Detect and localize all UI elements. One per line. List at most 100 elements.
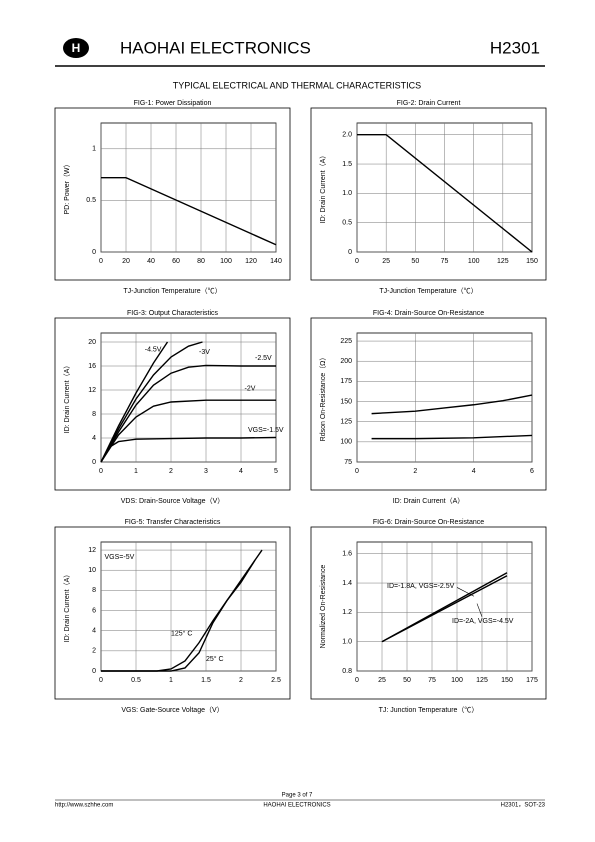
x-tick-label: 150 — [526, 258, 538, 265]
y-tick-label: 6 — [92, 607, 96, 614]
curve — [100, 341, 203, 463]
curve-label: 25° C — [206, 655, 224, 663]
x-tick-label: 50 — [411, 258, 419, 265]
x-tick-label: 6 — [530, 468, 534, 475]
y-tick-label: 200 — [340, 358, 352, 365]
x-tick-label: 0 — [99, 468, 103, 475]
x-tick-label: 2.5 — [271, 677, 281, 684]
x-tick-label: 4 — [472, 468, 476, 475]
annotation: VGS=-5V — [105, 554, 135, 561]
x-tick-label: 1 — [134, 468, 138, 475]
x-tick-label: 125 — [476, 677, 488, 684]
x-tick-label: 2 — [413, 468, 417, 475]
y-tick-label: 1.2 — [342, 609, 352, 616]
y-tick-label: 2 — [92, 648, 96, 655]
curve-label: -3V — [199, 349, 210, 356]
x-tick-label: 0 — [99, 258, 103, 265]
page-number: Page 3 of 7 — [282, 793, 313, 799]
curve-label: 125° C — [171, 630, 192, 638]
x-tick-label: 75 — [428, 677, 436, 684]
x-tick-label: 3 — [204, 468, 208, 475]
y-tick-label: 12 — [88, 547, 96, 554]
curve-label: ID=-2A, VGS=-4.5V — [452, 618, 514, 625]
figure-frame — [54, 526, 291, 700]
x-tick-label: 0.5 — [131, 677, 141, 684]
y-tick-label: 0.5 — [342, 220, 352, 227]
x-axis-label: VDS: Drain-Source Voltage（V） — [121, 497, 225, 505]
x-tick-label: 2 — [169, 468, 173, 475]
curve-label: VGS=-1.5V — [248, 427, 284, 434]
y-tick-label: 1.6 — [342, 551, 352, 558]
y-tick-label: 0.8 — [342, 668, 352, 675]
curve — [101, 559, 256, 672]
y-tick-label: 1.0 — [342, 639, 352, 646]
y-tick-label: 0 — [92, 249, 96, 256]
y-tick-label: 10 — [88, 567, 96, 574]
y-tick-label: 0 — [92, 668, 96, 675]
y-tick-label: 1 — [92, 146, 96, 153]
figure-frame — [54, 317, 291, 491]
y-tick-label: 0 — [92, 459, 96, 466]
curve — [357, 134, 533, 253]
x-tick-label: 20 — [122, 258, 130, 265]
footer-url: http://www.szhhe.com — [55, 803, 113, 809]
figure-title: FIG-2: Drain Current — [397, 100, 461, 107]
figure-title: FIG-5: Transfer Characteristics — [125, 519, 221, 526]
y-tick-label: 100 — [340, 439, 352, 446]
figure-frame — [310, 317, 547, 491]
y-tick-label: 1.0 — [342, 190, 352, 197]
y-axis-label: ID: Drain Current（A） — [319, 152, 327, 224]
logo-mark: H — [72, 41, 81, 55]
figure-frame — [310, 107, 547, 281]
y-tick-label: 150 — [340, 398, 352, 405]
x-tick-label: 1 — [169, 677, 173, 684]
x-tick-label: 40 — [147, 258, 155, 265]
figure-frame — [310, 526, 547, 700]
x-tick-label: 0 — [355, 258, 359, 265]
x-tick-label: 4 — [239, 468, 243, 475]
y-tick-label: 0.5 — [86, 197, 96, 204]
leader-line — [476, 603, 483, 617]
x-axis-label: ID: Drain Current（A） — [393, 497, 465, 505]
y-tick-label: 225 — [340, 338, 352, 345]
y-axis-label: ID: Drain Current（A） — [63, 362, 71, 434]
plot-area — [100, 332, 277, 463]
subtitle: TYPICAL ELECTRICAL AND THERMAL CHARACTER… — [173, 80, 421, 90]
plot-area — [356, 332, 533, 463]
x-tick-label: 100 — [468, 258, 480, 265]
figure-title: FIG-6: Drain-Source On-Resistance — [373, 519, 484, 526]
y-tick-label: 175 — [340, 378, 352, 385]
y-tick-label: 4 — [92, 435, 96, 442]
curve — [371, 434, 533, 440]
x-tick-label: 140 — [270, 258, 282, 265]
y-tick-label: 0 — [348, 249, 352, 256]
figure-frame — [54, 107, 291, 281]
x-tick-label: 0 — [99, 677, 103, 684]
x-tick-label: 1.5 — [201, 677, 211, 684]
part-number: H2301 — [490, 38, 540, 57]
x-tick-label: 175 — [526, 677, 538, 684]
figure-title: FIG-4: Drain-Source On-Resistance — [373, 310, 484, 317]
x-tick-label: 25 — [378, 677, 386, 684]
y-tick-label: 4 — [92, 628, 96, 635]
curve — [100, 341, 169, 463]
x-tick-label: 100 — [451, 677, 463, 684]
x-tick-label: 100 — [220, 258, 232, 265]
y-tick-label: 8 — [92, 411, 96, 418]
x-axis-label: TJ-Junction Temperature（℃） — [123, 287, 221, 295]
y-axis-label: ID: Drain Current（A） — [63, 571, 71, 643]
x-tick-label: 0 — [355, 677, 359, 684]
y-tick-label: 8 — [92, 587, 96, 594]
y-tick-label: 1.4 — [342, 580, 352, 587]
x-tick-label: 80 — [197, 258, 205, 265]
curve — [100, 436, 277, 463]
x-tick-label: 60 — [172, 258, 180, 265]
curve — [100, 399, 276, 463]
curve — [100, 364, 276, 463]
curve — [101, 176, 277, 246]
y-tick-label: 2.0 — [342, 132, 352, 139]
logo — [63, 38, 89, 58]
y-tick-label: 75 — [344, 459, 352, 466]
brand: HAOHAI ELECTRONICS — [120, 38, 311, 57]
